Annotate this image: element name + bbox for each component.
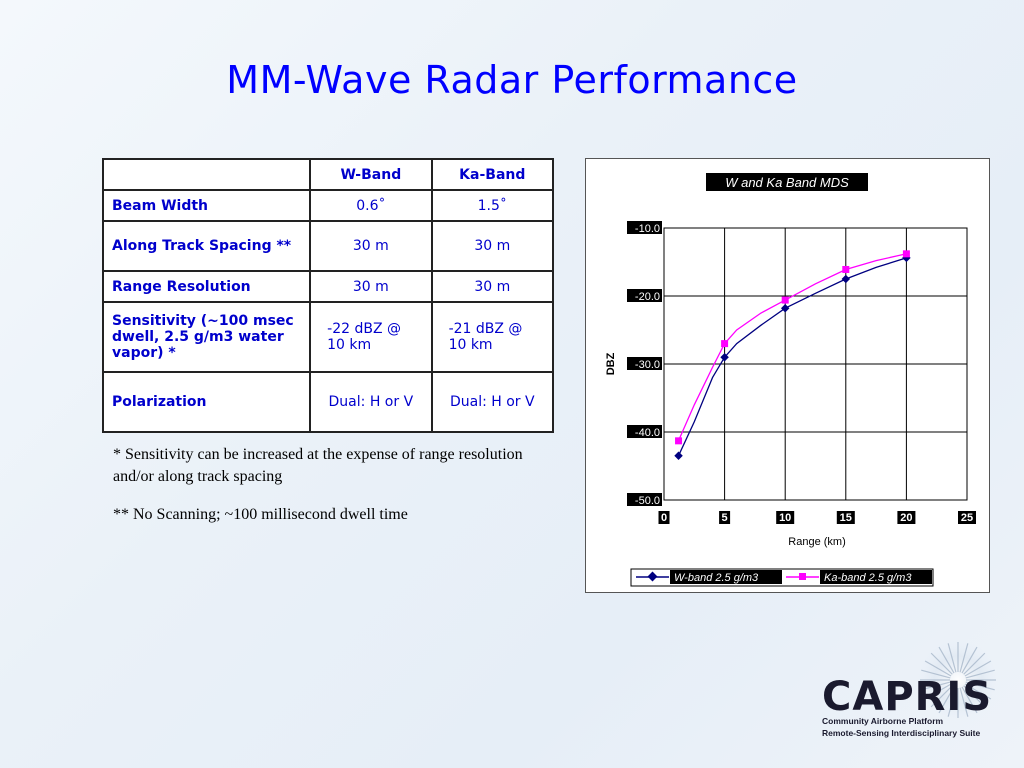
logo-line-2: Remote-Sensing Interdisciplinary Suite bbox=[822, 728, 981, 738]
logo-ray bbox=[963, 652, 986, 675]
x-tick-label: 0 bbox=[661, 512, 667, 524]
x-tick-bg bbox=[897, 511, 916, 524]
w-band-point bbox=[780, 303, 790, 313]
logo-ray bbox=[947, 687, 957, 717]
y-tick-label: -40.0 bbox=[635, 427, 660, 439]
table-header-cell: Ka-Band bbox=[430, 158, 555, 191]
x-tick-label: 10 bbox=[779, 512, 791, 524]
y-tick-bg bbox=[627, 221, 662, 234]
x-tick-bg bbox=[836, 511, 855, 524]
y-tick-bg bbox=[627, 425, 662, 438]
y-tick-label: -20.0 bbox=[635, 291, 660, 303]
w-band-cell: 0.6˚ bbox=[309, 189, 433, 222]
sensitivity-note: * Sensitivity can be increased at the ex… bbox=[113, 446, 523, 485]
logo-ray bbox=[961, 646, 978, 674]
x-tick-bg bbox=[776, 511, 795, 524]
logo-ray bbox=[963, 685, 986, 708]
ka-band-cell: 30 m bbox=[430, 270, 555, 303]
w-band-cell: 30 m bbox=[309, 270, 433, 303]
logo-ray bbox=[965, 669, 995, 679]
logo-wordmark: CAPRIS bbox=[822, 674, 992, 720]
x-tick-label: 25 bbox=[961, 512, 973, 524]
logo-ray bbox=[930, 685, 953, 708]
w-band-point bbox=[841, 274, 851, 284]
table-row: Along Track Spacing ** 30 m 30 m bbox=[101, 220, 555, 272]
capris-logo-graphic: CAPRIS Community Airborne Platform Remot… bbox=[822, 640, 998, 738]
legend-w-band-marker bbox=[647, 571, 658, 582]
ka-band-cell: 1.5˚ bbox=[430, 189, 555, 222]
table-header-cell: W-Band bbox=[309, 158, 433, 191]
logo-ray bbox=[959, 687, 969, 717]
logo-ray bbox=[964, 683, 992, 700]
row-label: Range Resolution bbox=[101, 270, 312, 303]
scanning-note: ** No Scanning; ~100 millisecond dwell t… bbox=[113, 506, 408, 523]
x-axis-label: Range (km) bbox=[788, 536, 845, 548]
logo-ray bbox=[921, 681, 951, 691]
y-tick-label: -10.0 bbox=[635, 223, 660, 235]
logo-ray bbox=[947, 643, 957, 673]
logo-line-1: Community Airborne Platform bbox=[822, 716, 943, 726]
y-tick-bg bbox=[627, 357, 662, 370]
logo-ray bbox=[938, 646, 955, 674]
x-tick-label: 5 bbox=[722, 512, 728, 524]
ka-band-point bbox=[721, 340, 729, 348]
w-band-cell: -22 dBZ @ 10 km bbox=[309, 301, 433, 373]
ka-band-point bbox=[781, 296, 789, 304]
ka-band-point bbox=[675, 437, 683, 445]
row-label: Beam Width bbox=[101, 189, 312, 222]
x-tick-label: 15 bbox=[840, 512, 852, 524]
ka-band-cell: -21 dBZ @ 10 km bbox=[430, 301, 555, 373]
logo-ray bbox=[965, 681, 995, 691]
logo-ray bbox=[924, 683, 952, 700]
row-label: Along Track Spacing ** bbox=[101, 220, 312, 272]
table-header-row: W-Band Ka-Band bbox=[101, 158, 555, 191]
legend-ka-band-label: Ka-band 2.5 g/m3 bbox=[824, 572, 912, 584]
logo-ray bbox=[959, 643, 969, 673]
legend-w-band-label: W-band 2.5 g/m3 bbox=[674, 572, 759, 584]
capris-logo: CAPRIS Community Airborne Platform Remot… bbox=[818, 640, 1008, 750]
y-tick-bg bbox=[627, 289, 662, 302]
x-tick-bg bbox=[719, 511, 731, 524]
ka-band-point bbox=[902, 250, 910, 258]
chart-legend: W-band 2.5 g/m3 Ka-band 2.5 g/m3 bbox=[630, 568, 934, 587]
table-row: Range Resolution 30 m 30 m bbox=[101, 270, 555, 303]
w-band-cell: 30 m bbox=[309, 220, 433, 272]
table-header-cell bbox=[101, 158, 312, 191]
slide-title: MM-Wave Radar Performance bbox=[226, 58, 798, 102]
ka-band-line bbox=[677, 253, 907, 442]
ka-band-point bbox=[842, 265, 850, 273]
w-band-point bbox=[720, 352, 729, 362]
x-tick-label: 20 bbox=[900, 512, 912, 524]
y-tick-label: -50.0 bbox=[635, 495, 660, 507]
table-row: Polarization Dual: H or V Dual: H or V bbox=[101, 371, 555, 433]
w-band-cell: Dual: H or V bbox=[309, 371, 433, 433]
logo-ray bbox=[961, 686, 978, 714]
y-tick-bg bbox=[627, 493, 662, 506]
logo-ray bbox=[930, 652, 953, 675]
ka-band-cell: Dual: H or V bbox=[430, 371, 555, 433]
y-axis-label: DBZ bbox=[605, 352, 617, 375]
performance-table: W-Band Ka-Band Beam Width 0.6˚ 1.5˚ Alon… bbox=[101, 158, 555, 433]
x-tick-bg bbox=[958, 511, 976, 524]
mds-chart: W and Ka Band MDS DBZ Range (km) 0 5 10 15 2… bbox=[585, 158, 990, 593]
row-label: Sensitivity (~100 msec dwell, 2.5 g/m3 w… bbox=[101, 301, 312, 373]
x-tick-bg bbox=[658, 511, 670, 524]
row-label: Polarization bbox=[101, 371, 312, 433]
w-band-line bbox=[677, 257, 907, 457]
mds-chart-svg: W and Ka Band MDS DBZ Range (km) 0 5 10 15 2… bbox=[605, 173, 976, 587]
table-row: Sensitivity (~100 msec dwell, 2.5 g/m3 w… bbox=[101, 301, 555, 373]
y-tick-label: -30.0 bbox=[635, 359, 660, 371]
logo-ray bbox=[938, 686, 955, 714]
table-row: Beam Width 0.6˚ 1.5˚ bbox=[101, 189, 555, 222]
chart-title: W and Ka Band MDS bbox=[725, 175, 849, 190]
logo-ray bbox=[921, 669, 951, 679]
ka-band-cell: 30 m bbox=[430, 220, 555, 272]
legend-ka-band-marker bbox=[799, 573, 806, 580]
logo-ray bbox=[924, 660, 952, 677]
logo-ray bbox=[964, 660, 992, 677]
